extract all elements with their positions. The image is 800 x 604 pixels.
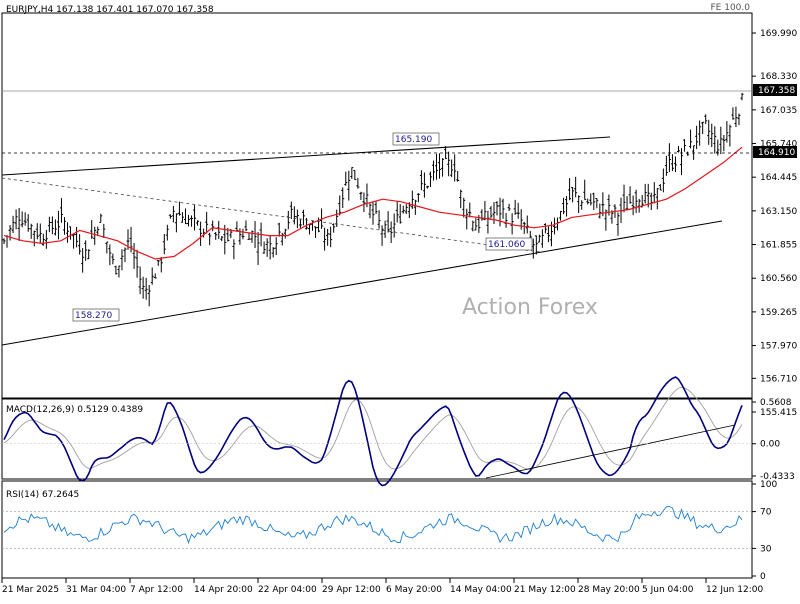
time-tick-label: 21 May 12:00	[514, 585, 576, 595]
annotation-label: 161.060	[488, 240, 525, 250]
price-tick-label: 165.740	[760, 140, 797, 150]
annotation-box	[72, 308, 120, 322]
price-tick-label: 164.445	[760, 173, 797, 183]
last-price-tag-bg	[753, 84, 797, 96]
annotation-label: 165.190	[395, 135, 432, 145]
price-tick-label: 157.970	[760, 342, 797, 352]
moving-average	[3, 146, 743, 260]
time-tick-label: 5 Jun 04:00	[642, 585, 694, 595]
macd-signal-line	[3, 386, 743, 470]
macd-trendline	[485, 424, 736, 479]
time-tick-label: 14 Apr 20:00	[194, 585, 253, 595]
time-tick-label: 31 Mar 04:00	[66, 585, 126, 595]
price-tick-label: 156.710	[760, 374, 797, 384]
rsi-tick-label: 100	[760, 480, 777, 490]
time-tick-label: 6 May 20:00	[386, 585, 442, 595]
time-tick-label: 12 Jun 12:00	[706, 585, 763, 595]
support-trendline	[1, 220, 723, 346]
symbol-header: EURJPY,H4 167.138 167.401 167.070 167.35…	[6, 5, 214, 15]
price-tick-label: 161.855	[760, 241, 797, 251]
rsi-axis: 100 70 30 0	[2, 480, 777, 582]
annotation-box	[485, 237, 533, 251]
dashed-trendline	[1, 177, 541, 253]
ma-line	[3, 146, 743, 260]
price-axis: 169.990 168.330 167.035 165.740 164.445 163.1…	[752, 29, 797, 418]
annotation-box	[392, 132, 440, 146]
rsi-tick-label: 0	[760, 572, 766, 582]
price-tick-label: 169.990	[760, 29, 797, 39]
macd-tick-label: 0.5608	[760, 398, 792, 408]
watermark: Action Forex	[462, 295, 598, 320]
level-tag-bg	[753, 146, 797, 158]
rsi-panel	[1, 480, 753, 579]
resistance-trendline	[1, 136, 611, 176]
time-tick-label: 29 Apr 12:00	[322, 585, 381, 595]
macd-lines	[3, 376, 743, 487]
price-tick-label: 163.150	[760, 207, 797, 217]
annotation-label: 158.270	[75, 311, 112, 321]
price-tick-label: 167.035	[760, 106, 797, 116]
rsi-tick-label: 70	[760, 508, 772, 518]
macd-tick-label: 0.00	[760, 440, 780, 450]
macd-main-line	[3, 376, 743, 487]
price-panel	[1, 12, 753, 399]
time-axis: 21 Mar 2025 31 Mar 04:00 7 Apr 12:00 14 Apr…	[1, 578, 763, 595]
rsi-tick-label: 30	[760, 544, 772, 554]
macd-title: MACD(12,26,9) 0.5129 0.4389	[6, 405, 143, 415]
rsi-title: RSI(14) 67.2645	[6, 490, 79, 500]
time-tick-label: 14 May 04:00	[450, 585, 512, 595]
level-tag: 164.910	[758, 148, 795, 158]
price-tick-label: 155.415	[760, 408, 797, 418]
price-tick-label: 168.330	[760, 72, 797, 82]
trendlines: 158.270 165.190 161.060	[1, 90, 752, 346]
time-tick-label: 7 Apr 12:00	[130, 585, 183, 595]
price-bars	[2, 92, 744, 307]
rsi-main-line	[3, 506, 743, 545]
time-tick-label: 22 Apr 04:00	[258, 585, 317, 595]
fe-label: FE 100.0	[711, 3, 751, 13]
macd-axis: 0.5608 0.00 -0.4333	[2, 398, 795, 482]
time-tick-label: 28 May 20:00	[578, 585, 640, 595]
macd-tick-label: -0.4333	[760, 472, 795, 482]
last-price-tag: 167.358	[758, 86, 795, 96]
rsi-line	[3, 506, 743, 545]
time-tick-label: 21 Mar 2025	[2, 585, 59, 595]
price-tick-label: 159.265	[760, 308, 797, 318]
price-tick-label: 160.560	[760, 274, 797, 284]
